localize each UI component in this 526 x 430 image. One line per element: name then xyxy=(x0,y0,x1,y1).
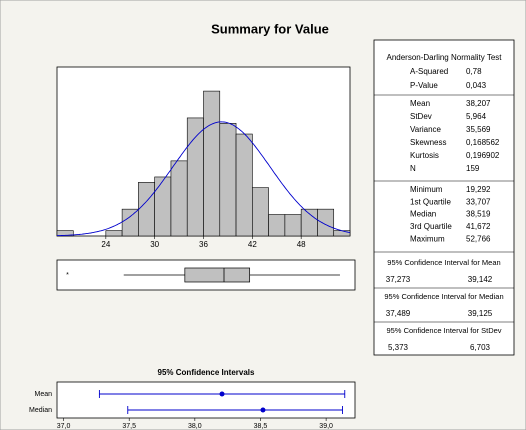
stat-label: StDev xyxy=(410,112,432,121)
interval-low: 37,489 xyxy=(386,309,411,318)
x-tick-label: 37,5 xyxy=(122,423,136,430)
ci-frame xyxy=(56,381,356,419)
histogram-bar xyxy=(235,133,253,237)
stat-label: Kurtosis xyxy=(410,151,439,160)
histogram-bar xyxy=(154,176,172,237)
x-tick-label: 39,0 xyxy=(319,423,333,430)
stat-label: 3rd Quartile xyxy=(410,222,452,231)
histogram-bar xyxy=(203,90,221,237)
normal-fit xyxy=(57,121,351,237)
ci-row-label: Median xyxy=(29,407,52,414)
histogram-bar xyxy=(105,230,123,237)
interval-label: 95% Confidence Interval for StDev xyxy=(386,326,501,335)
stat-label: Variance xyxy=(410,125,442,134)
stat-value: 5,964 xyxy=(466,112,487,121)
stat-label: Maximum xyxy=(410,234,445,243)
stat-value: 33,707 xyxy=(466,197,491,206)
interval-high: 39,125 xyxy=(468,309,493,318)
interval-low: 37,273 xyxy=(386,275,411,284)
box xyxy=(184,267,251,283)
histogram-bar xyxy=(138,182,155,237)
stat-label: Mean xyxy=(410,99,430,108)
stat-label: Skewness xyxy=(410,138,446,147)
interval-label: 95% Confidence Interval for Median xyxy=(384,292,503,301)
interval-low: 5,373 xyxy=(388,343,409,352)
stat-value: 159 xyxy=(466,164,480,173)
stat-value: 35,569 xyxy=(466,125,491,134)
stat-value: 0,168562 xyxy=(466,138,500,147)
stat-value: 0,043 xyxy=(466,81,487,90)
interval-high: 6,703 xyxy=(470,343,491,352)
histogram-bar xyxy=(170,160,188,237)
stats-heading: Anderson-Darling Normality Test xyxy=(386,53,502,62)
x-tick-label: 42 xyxy=(248,240,257,249)
interval-label: 95% Confidence Interval for Mean xyxy=(387,258,500,267)
stat-value: 19,292 xyxy=(466,185,491,194)
x-tick-label: 37,0 xyxy=(57,423,71,430)
stat-value: 38,519 xyxy=(466,210,491,219)
x-tick-label: 48 xyxy=(297,240,306,249)
outlier: * xyxy=(66,272,69,279)
histogram-bar xyxy=(219,123,237,237)
stats-table xyxy=(373,39,515,356)
histogram-bar xyxy=(333,230,351,237)
ci-title: 95% Confidence Intervals xyxy=(158,368,255,377)
histogram-bar xyxy=(186,117,204,237)
histogram-bar xyxy=(317,208,335,237)
histogram-bar xyxy=(56,230,74,237)
title: Summary for Value xyxy=(211,21,329,36)
ci-row-label: Mean xyxy=(34,391,52,398)
histogram-bar xyxy=(121,208,139,237)
stat-label: A-Squared xyxy=(410,67,448,76)
stat-value: 0,78 xyxy=(466,67,482,76)
interval-high: 39,142 xyxy=(468,275,493,284)
histogram-bar xyxy=(268,214,286,237)
ci-estimate xyxy=(219,391,225,397)
stat-value: 41,672 xyxy=(466,222,491,231)
stat-label: N xyxy=(410,164,416,173)
ci-estimate xyxy=(260,407,266,413)
x-tick-label: 36 xyxy=(199,240,208,249)
stat-value: 38,207 xyxy=(466,99,491,108)
x-tick-label: 38,5 xyxy=(254,423,268,430)
x-tick-label: 38,0 xyxy=(188,423,202,430)
stat-label: 1st Quartile xyxy=(410,197,451,206)
stat-label: Median xyxy=(410,210,436,219)
stat-label: P-Value xyxy=(410,81,438,90)
histogram-bar xyxy=(252,187,269,237)
x-tick-label: 24 xyxy=(101,240,110,249)
histogram-bar xyxy=(284,214,302,237)
stat-label: Minimum xyxy=(410,185,443,194)
x-tick-label: 30 xyxy=(150,240,159,249)
stat-value: 52,766 xyxy=(466,234,491,243)
stat-value: 0,196902 xyxy=(466,151,500,160)
